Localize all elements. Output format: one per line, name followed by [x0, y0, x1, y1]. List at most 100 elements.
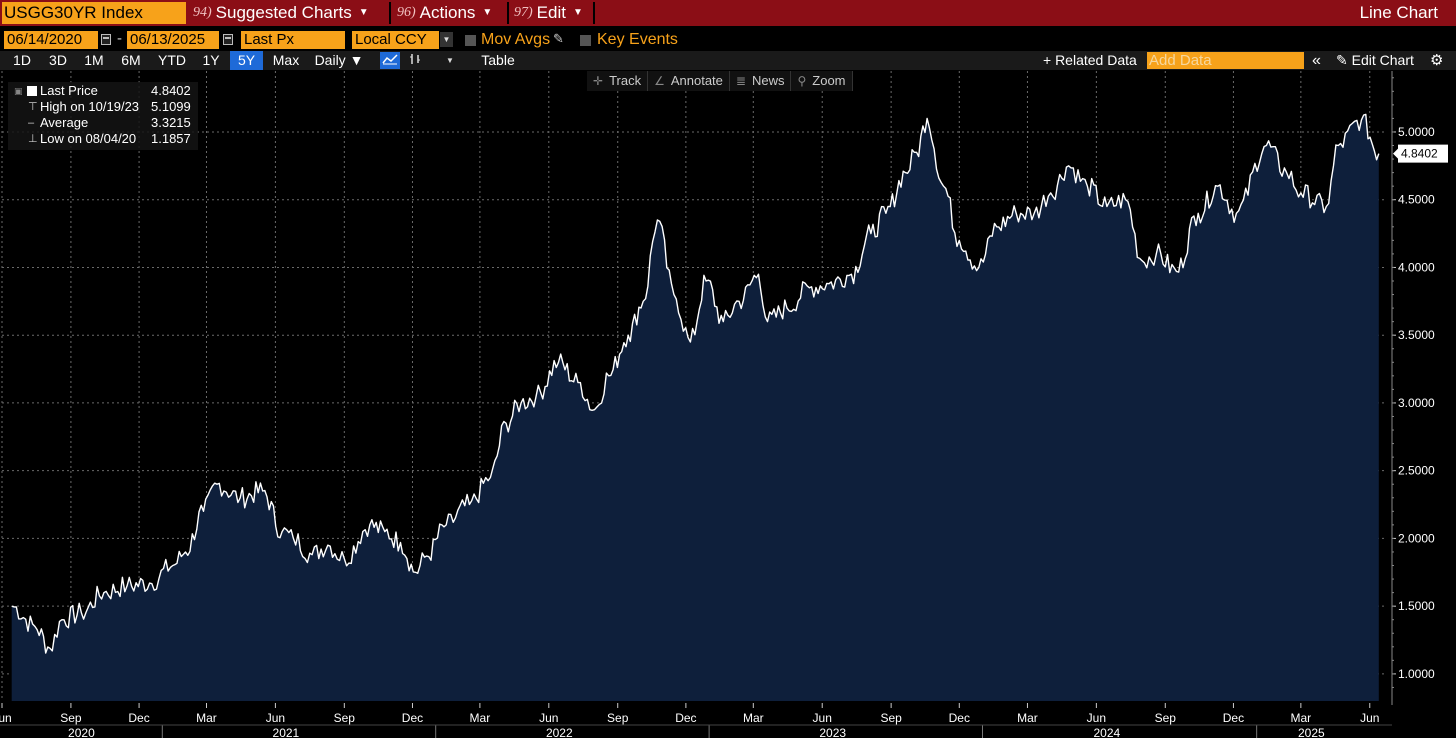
y-tick-label: 4.0000	[1398, 260, 1435, 274]
menu-divider	[389, 2, 391, 24]
news-icon: ≣	[735, 74, 746, 88]
frequency-select[interactable]: Daily ▼	[314, 52, 364, 68]
menu-divider	[507, 2, 509, 24]
period-1m[interactable]: 1M	[84, 52, 104, 68]
y-tick-label: 1.5000	[1398, 599, 1435, 613]
last-value-box	[1398, 144, 1448, 163]
legend-high[interactable]: ⊤ High on 10/19/23 5.1099	[8, 99, 198, 115]
last-value-badge: 4.8402	[1393, 144, 1448, 163]
y-tick-label: 5.0000	[1398, 125, 1435, 139]
x-tick-label: Jun	[0, 711, 12, 725]
suggested-charts-menu[interactable]: 94) Suggested Charts ▼	[193, 0, 369, 26]
edit-menu[interactable]: 97) Edit ▼	[514, 0, 583, 26]
bar-chart-icon[interactable]	[405, 52, 425, 69]
y-tick-label: 2.5000	[1398, 464, 1435, 478]
track-tool[interactable]: ✛ Track	[587, 71, 649, 91]
period-max[interactable]: Max	[272, 52, 300, 68]
gear-icon[interactable]: ⚙	[1430, 52, 1444, 69]
table-button[interactable]: Table	[481, 52, 515, 68]
legend-label: High on 10/19/23	[40, 99, 140, 114]
price-chart[interactable]: 1.0000 1.5000 2.0000 2.5000 3.0000 3.5000 4.00…	[0, 71, 1456, 738]
ticker-field[interactable]: USGG30YR Index	[2, 2, 186, 24]
x-year-label: 2021	[273, 726, 300, 738]
menu-label: Suggested Charts	[215, 3, 352, 22]
start-date-field[interactable]: 06/14/2020	[4, 31, 98, 49]
pencil-icon: ✎	[1336, 52, 1348, 68]
price-area	[11, 114, 1379, 701]
period-1y[interactable]: 1Y	[202, 52, 220, 68]
x-tick-label: Dec	[675, 711, 696, 725]
price-field-select[interactable]: Last Px	[241, 31, 345, 49]
actions-menu[interactable]: 96) Actions ▼	[397, 0, 492, 26]
mov-avgs-checkbox[interactable]	[465, 35, 476, 46]
zoom-icon: ⚲	[797, 74, 807, 88]
y-tick-label: 4.5000	[1398, 193, 1435, 207]
price-line	[11, 113, 1380, 654]
x-tick-label: Sep	[60, 711, 82, 725]
x-axis: Jun Sep Dec Mar Jun Sep Dec Mar Jun Sep Dec Mar Jun S…	[0, 703, 1392, 738]
legend: ▣ Last Price 4.8402 ⊤ High on 10/19/23 5…	[8, 82, 198, 150]
legend-value: 5.1099	[151, 99, 191, 114]
x-year-label: 2023	[819, 726, 846, 738]
x-tick-label: Sep	[607, 711, 629, 725]
calendar-icon[interactable]	[101, 34, 111, 45]
period-1d[interactable]: 1D	[13, 52, 31, 68]
period-ytd[interactable]: YTD	[158, 52, 186, 68]
edit-chart-button[interactable]: ✎ Edit Chart	[1336, 51, 1414, 70]
menu-label: Actions	[419, 3, 476, 22]
y-tick-label: 3.5000	[1398, 328, 1435, 342]
add-data-input[interactable]	[1147, 52, 1304, 69]
chevron-down-icon[interactable]: ▼	[446, 56, 454, 65]
caret-down-icon: ▼	[482, 7, 493, 18]
menu-divider	[593, 2, 595, 24]
menu-label: Edit	[536, 3, 566, 22]
x-tick-label: Dec	[128, 711, 149, 725]
track-label: Track	[609, 73, 642, 88]
end-date-field[interactable]: 06/13/2025	[127, 31, 219, 49]
legend-label: Low on 08/04/20	[40, 131, 137, 146]
news-tool[interactable]: ≣ News	[730, 71, 792, 91]
legend-toggle-icon[interactable]: ▣	[14, 86, 23, 96]
menu-number: 94)	[193, 5, 212, 20]
x-tick-label: Mar	[1291, 711, 1312, 725]
mov-avgs-label[interactable]: Mov Avgs	[481, 31, 551, 48]
legend-low[interactable]: ⊥ Low on 08/04/20 1.1857	[8, 131, 198, 147]
menu-number: 96)	[397, 5, 416, 20]
key-events-label[interactable]: Key Events	[597, 31, 678, 48]
period-5y[interactable]: 5Y	[230, 51, 263, 70]
x-year-label: 2020	[68, 726, 95, 738]
edit-chart-label: Edit Chart	[1351, 52, 1414, 68]
collapse-icon[interactable]: «	[1312, 52, 1321, 69]
caret-down-icon: ▼	[572, 7, 583, 18]
period-3d[interactable]: 3D	[49, 52, 67, 68]
date-separator: -	[117, 30, 122, 47]
annotate-tool[interactable]: ∠ Annotate	[648, 71, 730, 91]
y-tick-label: 2.0000	[1398, 531, 1435, 545]
zoom-tool[interactable]: ⚲ Zoom	[791, 71, 853, 91]
menu-number: 97)	[514, 5, 533, 20]
x-tick-label: Jun	[1360, 711, 1379, 725]
period-6m[interactable]: 6M	[121, 52, 141, 68]
y-axis: 1.0000 1.5000 2.0000 2.5000 3.0000 3.5000 4.00…	[1391, 71, 1435, 705]
chevron-down-icon[interactable]: ▼	[440, 32, 453, 47]
x-year-label: 2022	[546, 726, 573, 738]
legend-last-price[interactable]: ▣ Last Price 4.8402	[8, 83, 198, 99]
annotate-icon: ∠	[654, 74, 665, 88]
related-data-button[interactable]: + Related Data	[1043, 52, 1137, 68]
key-events-checkbox[interactable]	[580, 35, 591, 46]
pencil-icon[interactable]: ✎	[553, 31, 564, 46]
legend-label: Last Price	[40, 83, 98, 98]
x-tick-label: Jun	[539, 711, 558, 725]
legend-swatch	[27, 86, 37, 96]
line-chart-icon[interactable]	[380, 52, 400, 69]
y-tick-label: 3.0000	[1398, 396, 1435, 410]
last-value-pointer	[1393, 148, 1398, 159]
x-tick-label: Sep	[880, 711, 902, 725]
currency-select[interactable]: Local CCY	[352, 31, 439, 49]
legend-value: 4.8402	[151, 83, 191, 98]
x-tick-label: Mar	[743, 711, 764, 725]
crosshair-icon: ✛	[593, 74, 604, 88]
x-tick-label: Mar	[196, 711, 217, 725]
calendar-icon[interactable]	[223, 34, 233, 45]
legend-average[interactable]: – Average 3.3215	[8, 115, 198, 131]
